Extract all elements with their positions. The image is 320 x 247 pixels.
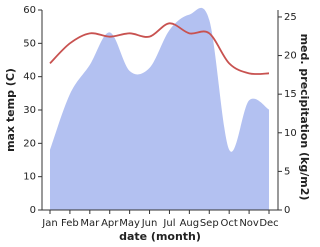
x-tick-label: Jul xyxy=(162,218,175,229)
y2-tick-label: 15 xyxy=(284,89,297,100)
y2-tick-label: 20 xyxy=(284,51,297,62)
y2-tick-label: 5 xyxy=(284,166,290,177)
x-tick-label: Dec xyxy=(259,218,278,229)
x-tick-label: Mar xyxy=(80,218,100,229)
y-tick-label: 30 xyxy=(23,105,36,116)
y-tick-label: 0 xyxy=(30,205,36,216)
x-tick-label: Feb xyxy=(61,218,79,229)
x-axis-label: date (month) xyxy=(119,230,201,243)
x-tick-label: Aug xyxy=(180,218,200,229)
x-tick-label: Jan xyxy=(41,218,57,229)
x-tick-label: May xyxy=(119,218,140,229)
y-tick-label: 50 xyxy=(23,38,36,49)
y-axis-label: max temp (C) xyxy=(4,68,17,152)
y2-tick-label: 10 xyxy=(284,128,297,139)
x-tick-label: Oct xyxy=(221,218,238,229)
y-tick-label: 10 xyxy=(23,172,36,183)
y2-tick-label: 25 xyxy=(284,12,297,23)
x-tick-label: Apr xyxy=(101,218,119,229)
x-tick-label: Sep xyxy=(200,218,219,229)
y-tick-label: 40 xyxy=(23,72,36,83)
temp-line xyxy=(49,22,270,75)
y2-axis-label: med. precipitation (kg/m2) xyxy=(298,34,311,201)
x-tick-label: Nov xyxy=(239,218,259,229)
y-tick-label: 20 xyxy=(23,138,36,149)
x-tick-label: Jun xyxy=(141,218,158,229)
y2-tick-label: 0 xyxy=(284,205,290,216)
y-tick-label: 60 xyxy=(23,5,36,16)
precipitation-area xyxy=(50,7,269,211)
